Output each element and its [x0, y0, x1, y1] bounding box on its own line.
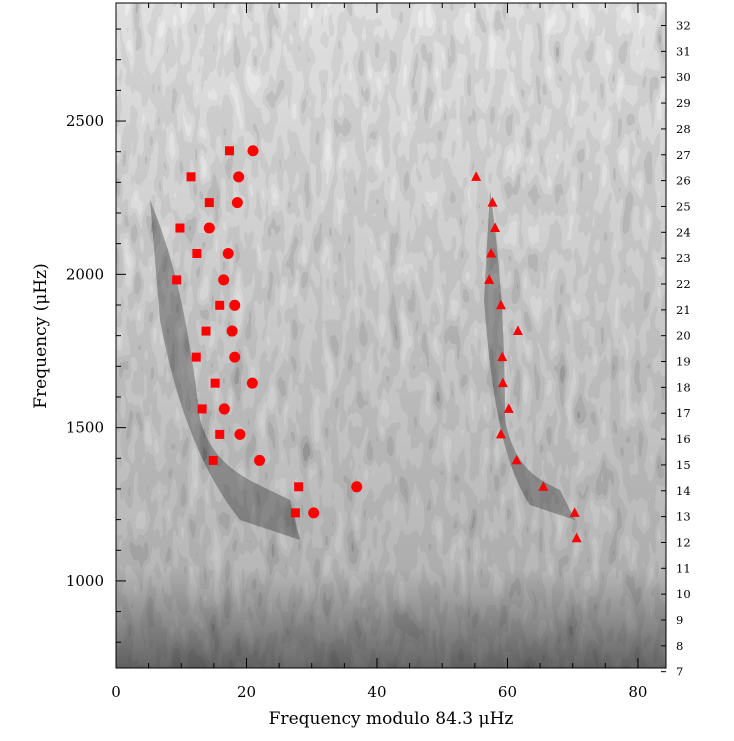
- order-label: 17: [676, 406, 691, 420]
- x-tick-label: 0: [111, 683, 121, 701]
- order-label: 16: [676, 432, 691, 446]
- order-label: 10: [676, 587, 691, 601]
- x-tick-label: 60: [498, 683, 517, 701]
- square-marker: [208, 455, 218, 465]
- order-label: 24: [676, 225, 691, 239]
- circle-marker: [254, 454, 266, 466]
- x-tick-label: 80: [628, 683, 647, 701]
- order-label: 11: [676, 561, 691, 575]
- triangle-marker: [484, 274, 495, 284]
- order-label: 26: [676, 174, 691, 188]
- circle-marker: [218, 274, 230, 286]
- x-axis-title: Frequency modulo 84.3 μHz: [269, 709, 514, 729]
- triangle-marker: [503, 403, 514, 413]
- order-label: 20: [676, 329, 691, 343]
- order-label: 28: [676, 122, 691, 136]
- order-label: 32: [676, 19, 691, 33]
- triangle-marker: [569, 507, 580, 517]
- triangle-marker: [538, 481, 549, 491]
- triangle-marker: [487, 197, 498, 207]
- square-marker: [294, 482, 304, 492]
- circle-marker: [203, 222, 215, 234]
- circle-marker: [222, 247, 234, 259]
- order-label: 7: [676, 665, 683, 679]
- order-label: 18: [676, 380, 691, 394]
- square-marker: [215, 300, 225, 310]
- order-label: 21: [676, 303, 691, 317]
- order-label: 27: [676, 148, 691, 162]
- spectrum-background: [116, 3, 666, 668]
- triangle-marker: [497, 377, 508, 388]
- triangle-marker: [495, 299, 506, 310]
- x-tick-label: 20: [237, 683, 256, 701]
- y-tick-label: 1500: [66, 419, 104, 437]
- order-label: 30: [676, 70, 691, 84]
- order-label: 13: [676, 510, 691, 524]
- square-marker: [186, 172, 196, 182]
- square-marker: [175, 223, 185, 233]
- square-marker: [210, 378, 220, 388]
- y-axis-title: Frequency (μHz): [31, 263, 51, 408]
- y-tick-label: 2000: [66, 265, 104, 283]
- mode-markers: [172, 145, 582, 543]
- y-tick-label: 2500: [66, 112, 104, 130]
- circle-marker: [231, 197, 243, 209]
- order-label: 31: [676, 44, 691, 58]
- square-marker: [204, 198, 214, 208]
- y-tick-label: 1000: [66, 572, 104, 590]
- x-axis: 0 20 40 60 80: [111, 3, 647, 701]
- square-marker: [197, 404, 207, 414]
- triangle-marker: [486, 247, 497, 258]
- circle-marker: [226, 325, 238, 337]
- triangle-marker: [495, 428, 506, 439]
- square-marker: [201, 326, 211, 336]
- x-tick-label: 40: [367, 683, 386, 701]
- triangle-marker: [471, 171, 482, 181]
- order-label: 15: [676, 458, 691, 472]
- triangle-marker: [512, 325, 523, 336]
- order-label: 22: [676, 277, 691, 291]
- square-marker: [225, 146, 235, 156]
- circle-marker: [351, 481, 363, 493]
- square-marker: [172, 275, 182, 285]
- order-label: 19: [676, 355, 691, 369]
- square-marker: [191, 352, 201, 362]
- square-marker: [215, 429, 225, 439]
- circle-marker: [246, 377, 258, 389]
- y-axis: 1000 1500 2000 2500: [66, 28, 126, 643]
- triangle-marker: [490, 222, 501, 233]
- order-label: 23: [676, 251, 691, 265]
- circle-marker: [229, 299, 241, 311]
- order-label: 29: [676, 96, 691, 110]
- triangle-marker: [511, 454, 522, 465]
- circle-marker: [308, 507, 320, 519]
- circle-marker: [233, 171, 245, 183]
- order-label: 9: [676, 613, 683, 627]
- circle-marker: [247, 145, 259, 157]
- right-axis-order-labels: 7 8 9 10 11 12 13 14 15 16 17 18 19 20 21 22 23 24 25 26 27 2…: [661, 19, 691, 679]
- circle-marker: [234, 428, 246, 440]
- circle-marker: [218, 403, 230, 415]
- triangle-marker: [497, 351, 508, 362]
- order-label: 25: [676, 199, 691, 213]
- square-marker: [192, 248, 202, 258]
- square-marker: [290, 508, 300, 518]
- order-label: 12: [676, 535, 691, 549]
- triangle-marker: [571, 532, 582, 543]
- circle-marker: [229, 351, 241, 363]
- order-label: 14: [676, 484, 691, 498]
- order-label: 8: [676, 639, 683, 653]
